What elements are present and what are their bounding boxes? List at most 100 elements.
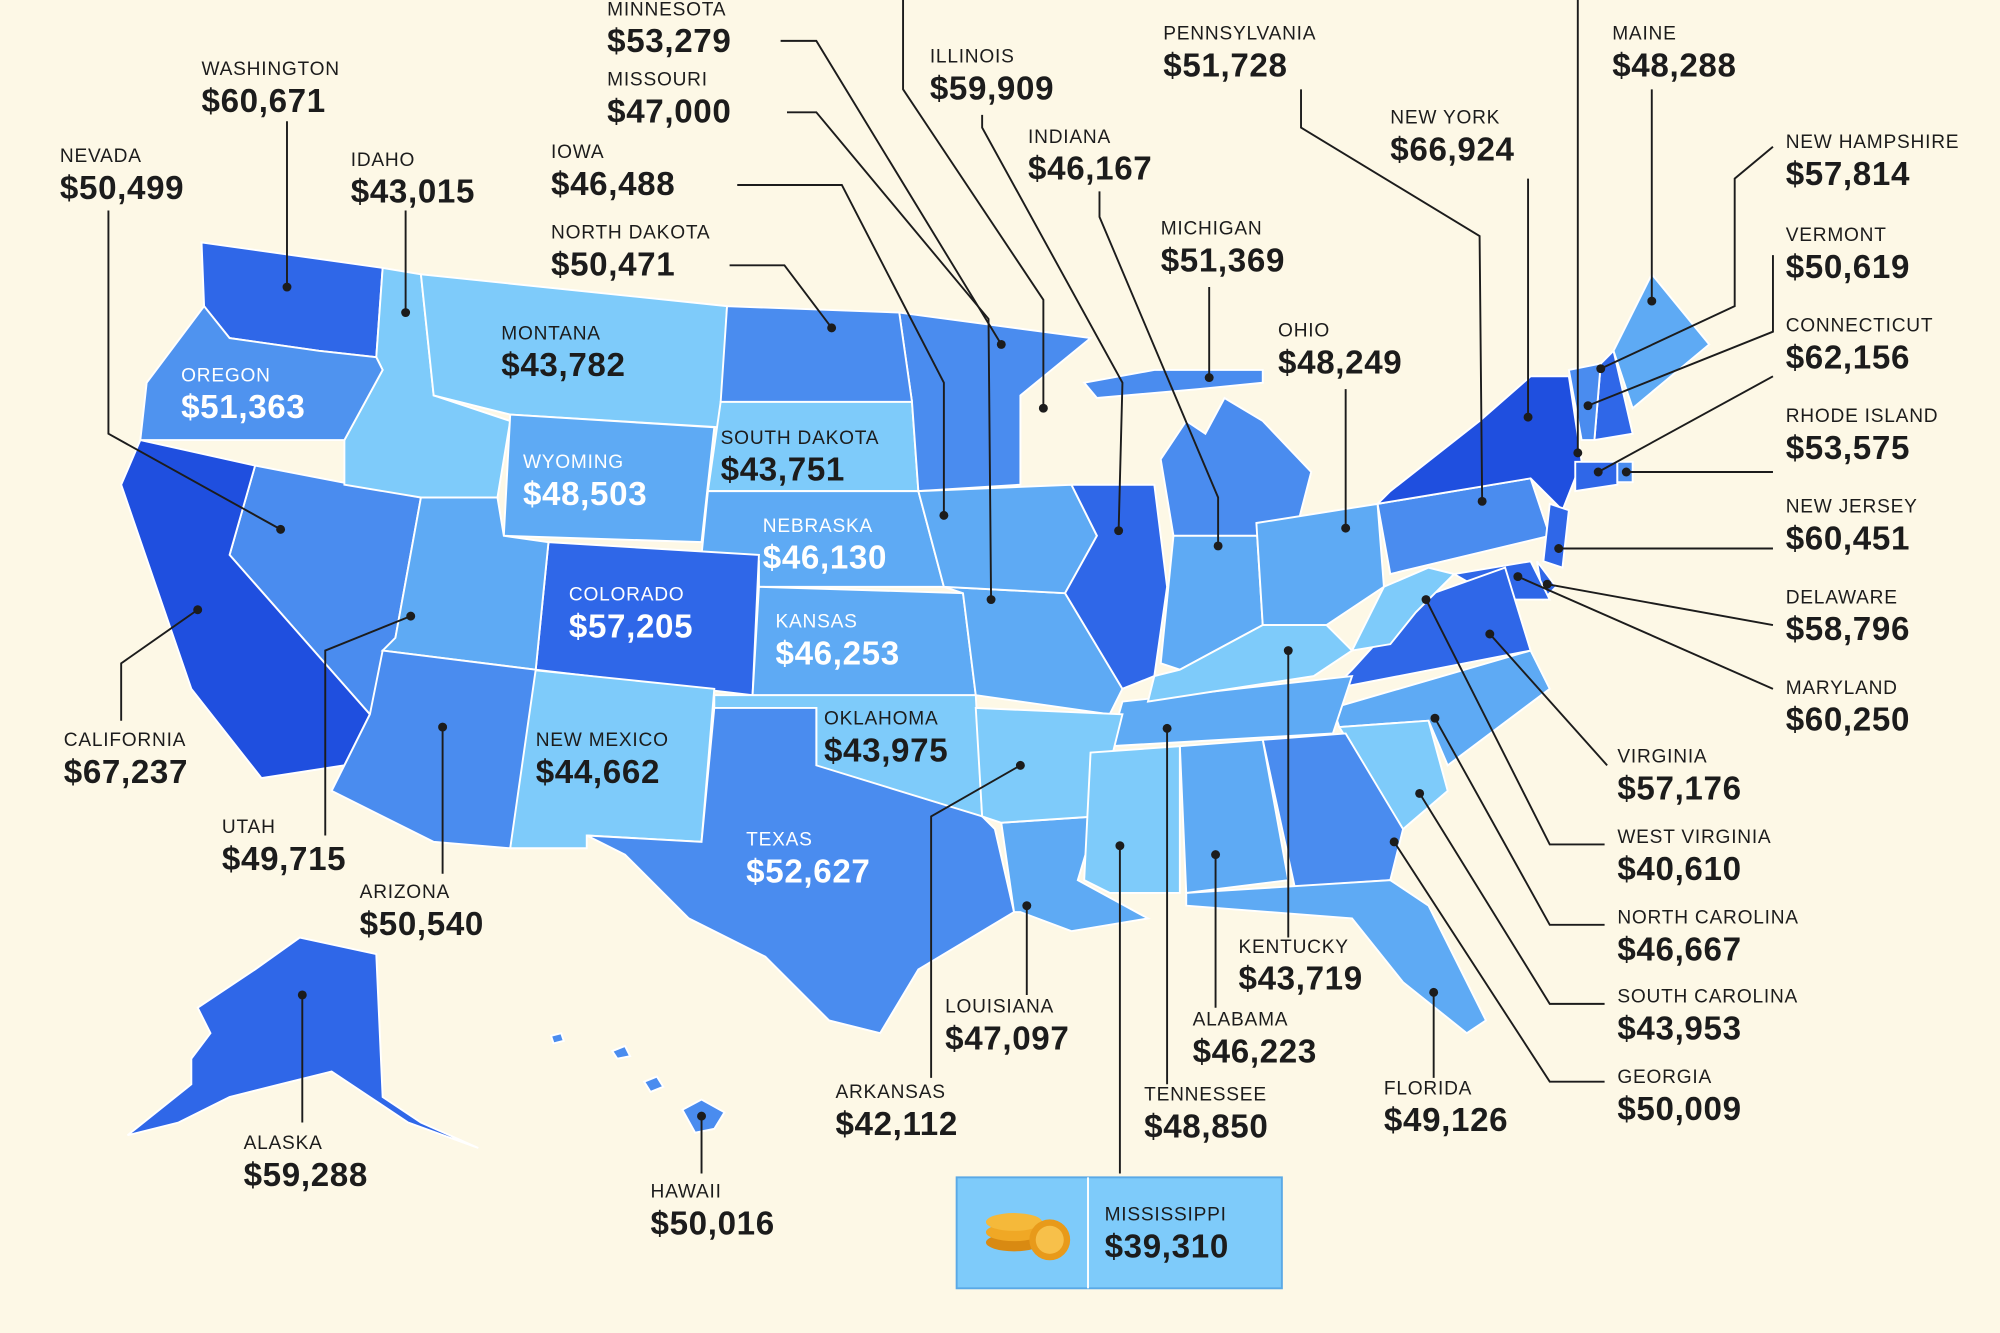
leader-dot xyxy=(1430,713,1440,723)
leader-dot xyxy=(1204,373,1214,383)
leader-dot xyxy=(1213,541,1223,551)
state-shape xyxy=(642,1075,665,1094)
state-shape xyxy=(1261,732,1405,888)
state-name: VIRGINIA xyxy=(1617,747,1707,768)
leader-line xyxy=(786,111,993,600)
state-shape xyxy=(1350,566,1456,652)
state-value: $50,499 xyxy=(60,170,184,207)
leader-dot xyxy=(939,510,949,520)
state-name: ARIZONA xyxy=(360,882,450,903)
leader-line xyxy=(107,210,282,531)
leader-dot xyxy=(438,722,448,732)
state-shape xyxy=(380,496,550,671)
state-name: ALABAMA xyxy=(1193,1010,1289,1031)
state-name: OREGON xyxy=(181,365,271,386)
state-value: $48,503 xyxy=(523,476,647,513)
state-shape xyxy=(586,706,1016,1035)
leader-dot xyxy=(697,1111,706,1121)
leader-dot xyxy=(1211,850,1221,860)
state-value: $49,715 xyxy=(222,841,346,878)
leader-line xyxy=(780,39,1003,345)
leader-dot xyxy=(1573,448,1583,458)
state-shape xyxy=(610,1044,632,1060)
leader-dot xyxy=(1621,467,1631,477)
state-name: MONTANA xyxy=(501,323,601,344)
state-value: $43,719 xyxy=(1239,961,1363,998)
state-name: IDAHO xyxy=(351,150,415,171)
state-shape xyxy=(974,706,1124,824)
state-name: CALIFORNIA xyxy=(64,730,186,751)
state-value: $67,237 xyxy=(64,754,188,791)
state-name: NEW HAMPSHIRE xyxy=(1786,132,1960,153)
state-name: FLORIDA xyxy=(1384,1078,1472,1099)
labels: WASHINGTON $60,671 NEVADA $50,499 IDAHO $43,0… xyxy=(60,0,1959,1266)
state-name: OKLAHOMA xyxy=(824,708,939,729)
leader-line xyxy=(1587,255,1774,407)
leader-dot xyxy=(1593,467,1603,477)
state-value: $60,250 xyxy=(1786,702,1910,739)
state-value: $47,097 xyxy=(945,1021,1069,1058)
state-name: MICHIGAN xyxy=(1161,219,1263,240)
state-value: $53,575 xyxy=(1786,430,1910,467)
state-value: $51,369 xyxy=(1161,243,1285,280)
leader-dot xyxy=(1415,788,1425,798)
state-name: MISSOURI xyxy=(607,69,708,90)
state-value: $43,015 xyxy=(351,174,475,211)
leader-line xyxy=(1418,792,1605,1005)
leader-dot xyxy=(401,308,411,318)
state-name: NEW JERSEY xyxy=(1786,497,1918,518)
leader-line xyxy=(1425,599,1605,846)
state-name: KANSAS xyxy=(776,612,858,633)
state-value: $58,796 xyxy=(1786,611,1910,648)
coins-icon xyxy=(985,1213,1071,1261)
state-shape xyxy=(917,483,1099,595)
leader-dot xyxy=(1485,629,1495,639)
leader-dot xyxy=(1513,572,1523,582)
state-shape xyxy=(1542,502,1570,569)
leader-line xyxy=(324,615,412,836)
state-value: $50,619 xyxy=(1786,249,1910,286)
leader-dot xyxy=(986,595,996,604)
state-value: $60,451 xyxy=(1786,521,1910,558)
state-value: $42,112 xyxy=(835,1106,958,1143)
state-name: ILLINOIS xyxy=(930,46,1015,67)
state-value: $53,279 xyxy=(607,23,731,60)
leader-line xyxy=(902,0,1045,409)
state-value: $50,540 xyxy=(360,906,484,943)
state-shape xyxy=(1185,879,1488,1035)
leader-line xyxy=(737,184,945,516)
leader-dot xyxy=(1523,412,1533,422)
state-name: COLORADO xyxy=(569,585,685,606)
state-name: VERMONT xyxy=(1786,225,1887,246)
state-value: $50,471 xyxy=(551,246,675,283)
state-value: $46,130 xyxy=(763,540,887,577)
state-name: PENNSYLVANIA xyxy=(1163,24,1316,45)
state-value: $48,249 xyxy=(1278,345,1402,382)
leader-line xyxy=(1517,575,1774,690)
state-value: $46,488 xyxy=(551,166,675,203)
leader-dot xyxy=(1114,526,1124,536)
leader-line xyxy=(1547,583,1774,626)
leader-dot xyxy=(1015,760,1025,770)
state-name: LOUISIANA xyxy=(945,997,1054,1018)
state-name: OHIO xyxy=(1278,321,1330,342)
state-value: $59,288 xyxy=(244,1157,368,1194)
state-value: $59,909 xyxy=(930,70,1054,107)
state-shape xyxy=(1574,460,1619,493)
state-value: $57,176 xyxy=(1617,771,1741,808)
state-value: $39,310 xyxy=(1105,1229,1229,1266)
state-name: NEW MEXICO xyxy=(536,730,669,751)
state-name: WYOMING xyxy=(523,452,624,473)
state-name: INDIANA xyxy=(1028,127,1111,148)
state-name: MAINE xyxy=(1612,24,1676,45)
state-value: $43,975 xyxy=(824,732,948,769)
state-name: ALASKA xyxy=(244,1133,323,1154)
leader-dot xyxy=(1022,901,1032,911)
state-value: $51,728 xyxy=(1163,47,1287,84)
leader-dot xyxy=(1389,837,1399,847)
leader-line xyxy=(1600,145,1774,370)
state-name: KENTUCKY xyxy=(1239,937,1349,958)
leader-line xyxy=(930,764,1021,1078)
